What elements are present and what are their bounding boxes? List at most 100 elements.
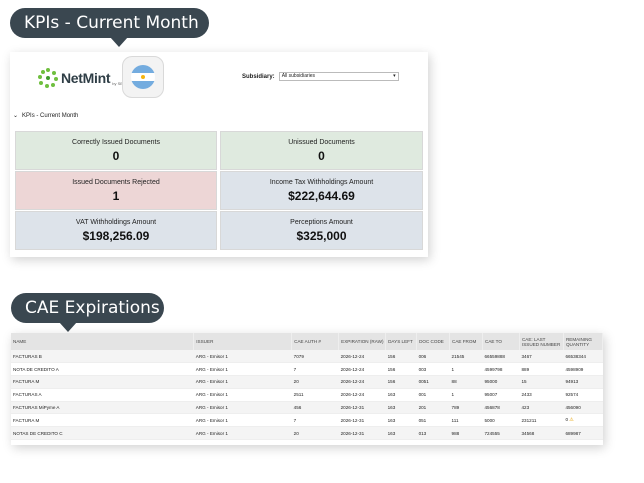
table-row[interactable]: FACTURAS A ARG - Emisor 1 2511 2026-12-2… xyxy=(11,388,603,402)
cell-last-issued: 2433 xyxy=(519,388,564,402)
cell-name: FACTURAS A xyxy=(11,388,194,402)
cell-last-issued: 231211 xyxy=(519,413,564,428)
cell-remaining: 66538344 xyxy=(563,350,603,364)
cae-card: NAME ISSUER CAE AUTH # EXPIRATION (RAW) … xyxy=(11,333,604,445)
kpi-section-toggle[interactable]: ⌄ KPIs - Current Month xyxy=(13,112,79,120)
kpi-vat: VAT Withholdings Amount $198,256.09 xyxy=(15,211,217,250)
cell-expiration: 2026-12-24 xyxy=(338,375,386,389)
kpi-title: Perceptions Amount xyxy=(290,218,353,226)
cell-doc-code: 201 xyxy=(416,401,450,415)
table-row[interactable]: NOTAS DE CREDITO C ARG - Emisor 1 20 202… xyxy=(11,426,603,441)
cell-cae-from: 88 xyxy=(449,375,483,389)
kpi-card: NetMint by SERC Subsidiary: All subsidia… xyxy=(10,52,428,257)
cell-days-left: 163 xyxy=(385,401,417,415)
cell-last-issued: 423 xyxy=(519,401,564,415)
cell-name: FACTURAS B xyxy=(11,350,194,364)
cell-issuer: ARG - Emisor 1 xyxy=(193,362,292,377)
cell-remaining: 456090 xyxy=(563,401,603,415)
table-row[interactable]: FACTURAS MiPyme A ARG - Emisor 1 456 202… xyxy=(11,401,603,415)
netmint-logo: NetMint by SERC xyxy=(38,68,129,88)
column-header[interactable]: DOC CODE xyxy=(416,333,451,350)
cell-cae-auth: 7079 xyxy=(291,350,339,364)
table-row[interactable]: FACTURAS B ARG - Emisor 1 7079 2026-12-2… xyxy=(11,350,603,364)
cae-banner-title: CAE Expirations xyxy=(25,298,160,318)
cell-days-left: 156 xyxy=(385,362,417,377)
kpi-title: Unissued Documents xyxy=(288,138,355,146)
cell-remaining: 94913 xyxy=(563,375,603,389)
kpi-banner-title: KPIs - Current Month xyxy=(24,13,199,33)
cell-cae-from: 1 xyxy=(449,362,483,377)
kpi-value: 0 xyxy=(112,148,120,163)
cell-last-issued: 34568 xyxy=(519,426,564,441)
cell-remaining: 0 ⚠ xyxy=(563,413,603,428)
kpi-value: $198,256.09 xyxy=(82,228,150,243)
cell-cae-from: 111 xyxy=(449,413,483,428)
cell-cae-to: 456878 xyxy=(482,401,520,415)
kpi-section-title: KPIs - Current Month xyxy=(22,112,79,119)
kpi-income-tax: Income Tax Withholdings Amount $222,644.… xyxy=(220,171,423,210)
column-header[interactable]: ISSUER xyxy=(193,333,293,350)
cell-cae-to: 66559888 xyxy=(482,350,520,364)
cell-issuer: ARG - Emisor 1 xyxy=(193,413,292,428)
cell-cae-to: 724555 xyxy=(482,426,520,441)
cell-remaining-value: 0 xyxy=(565,417,568,423)
cell-expiration: 2026-12-24 xyxy=(338,350,386,364)
cell-doc-code: 013 xyxy=(416,426,450,441)
cell-issuer: ARG - Emisor 1 xyxy=(193,426,292,441)
cell-expiration: 2026-12-31 xyxy=(338,426,386,441)
column-header[interactable]: DAYS LEFT xyxy=(385,333,418,350)
kpi-rejected: Issued Documents Rejected 1 xyxy=(15,171,217,210)
cell-last-issued: 3467 xyxy=(519,350,564,364)
cell-days-left: 163 xyxy=(385,413,417,428)
cell-name: FACTURA M xyxy=(11,413,194,428)
column-header[interactable]: NAME xyxy=(11,333,195,350)
kpi-title: Correctly Issued Documents xyxy=(72,138,160,146)
cell-issuer: ARG - Emisor 1 xyxy=(193,401,292,415)
kpi-value: $325,000 xyxy=(296,228,347,243)
cell-name: FACTURA M xyxy=(11,375,194,389)
cell-days-left: 156 xyxy=(385,375,417,389)
cell-days-left: 163 xyxy=(385,388,417,402)
kpi-value: 0 xyxy=(318,148,325,163)
column-header[interactable]: EXPIRATION (RAW) xyxy=(338,333,387,350)
cell-cae-auth: 456 xyxy=(291,401,339,415)
column-header[interactable]: REMAINING QUANTITY xyxy=(563,333,604,350)
cae-banner: CAE Expirations xyxy=(11,293,164,332)
banner-pointer xyxy=(59,322,77,332)
chevron-down-icon: ⌄ xyxy=(13,113,19,119)
column-header[interactable]: CAE FROM xyxy=(449,333,483,350)
table-row[interactable]: NOTA DE CREDITO A ARG - Emisor 1 7 2026-… xyxy=(11,362,603,377)
kpi-title: VAT Withholdings Amount xyxy=(75,218,157,226)
cell-name: NOTA DE CREDITO A xyxy=(11,362,194,377)
logo-text: NetMint xyxy=(61,70,111,86)
column-header[interactable]: CAE TO xyxy=(482,333,520,350)
subsidiary-select[interactable]: All subsidiaries ▾ xyxy=(278,72,399,81)
cell-cae-from: 21545 xyxy=(449,350,483,364)
kpi-unissued: Unissued Documents 0 xyxy=(220,131,423,170)
cell-cae-auth: 20 xyxy=(291,375,339,389)
argentina-flag-icon xyxy=(122,56,164,98)
kpi-banner: KPIs - Current Month xyxy=(10,8,209,47)
cell-cae-from: 789 xyxy=(449,401,483,415)
cell-name: NOTAS DE CREDITO C xyxy=(11,426,194,441)
column-header[interactable]: CAE: LAST ISSUED NUMBER xyxy=(519,333,564,350)
table-row[interactable]: FACTURA M ARG - Emisor 1 7 2026-12-31 16… xyxy=(11,413,603,428)
kpi-value: 1 xyxy=(112,188,120,203)
table-row[interactable]: FACTURA M ARG - Emisor 1 20 2026-12-24 1… xyxy=(11,375,603,389)
cell-doc-code: 051 xyxy=(416,413,450,428)
column-header[interactable]: CAE AUTH # xyxy=(291,333,340,350)
cell-cae-to: 5000 xyxy=(482,413,520,428)
cell-last-issued: 889 xyxy=(519,362,564,377)
cell-days-left: 156 xyxy=(385,350,417,364)
cell-cae-to: 4599798 xyxy=(482,362,520,377)
cell-remaining: 92574 xyxy=(563,388,603,402)
kpi-title: Income Tax Withholdings Amount xyxy=(269,178,374,186)
logo-subtext: by SERC xyxy=(112,80,129,86)
chevron-down-icon: ▾ xyxy=(393,73,396,79)
cell-issuer: ARG - Emisor 1 xyxy=(193,350,292,364)
subsidiary-filter: Subsidiary: All subsidiaries ▾ xyxy=(242,72,399,81)
cell-cae-to: 95007 xyxy=(482,388,520,402)
cell-cae-auth: 7 xyxy=(291,413,339,428)
subsidiary-label: Subsidiary: xyxy=(242,73,275,80)
cell-doc-code: 001 xyxy=(416,388,450,402)
